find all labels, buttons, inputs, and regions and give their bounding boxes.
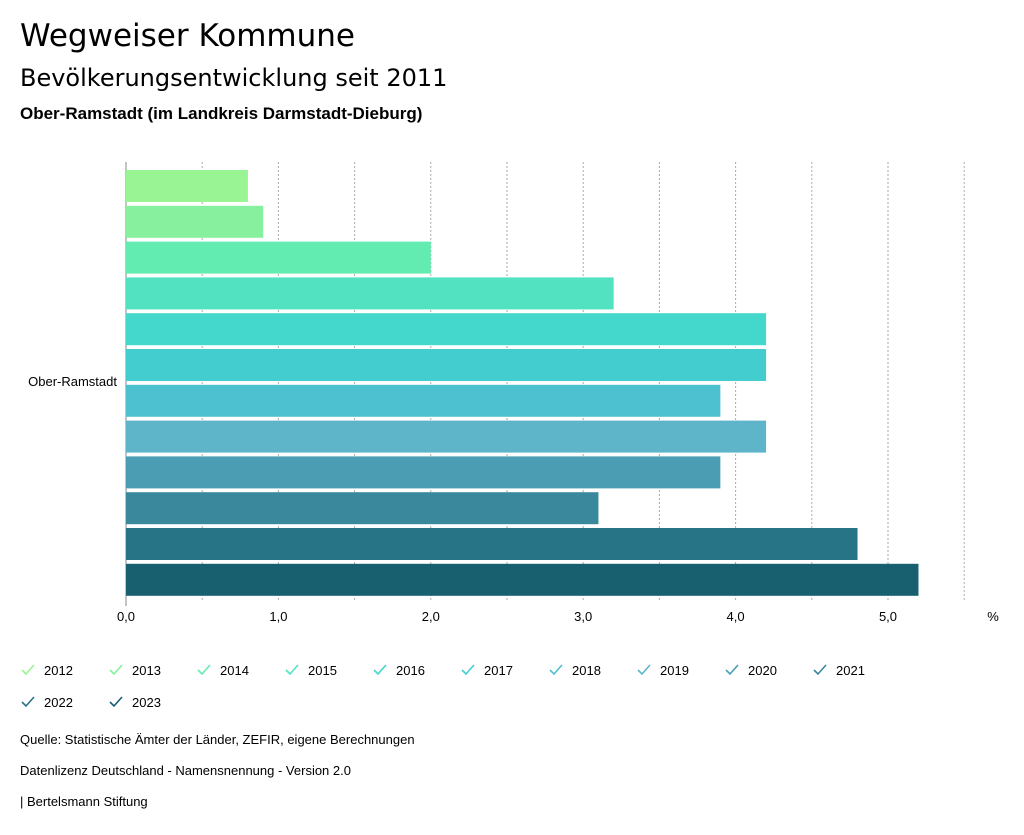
chart-title: Wegweiser Kommune (20, 18, 355, 54)
checkmark-icon (21, 664, 35, 676)
x-tick-label: 3,0 (574, 609, 592, 624)
checkmark-icon (21, 696, 35, 708)
bar-2020 (126, 456, 721, 489)
legend-label: 2023 (132, 694, 161, 710)
checkmark-icon (549, 664, 563, 676)
region-label: Ober-Ramstadt (im Landkreis Darmstadt-Di… (20, 104, 423, 123)
legend-item-2023[interactable]: 2023 (108, 690, 161, 714)
x-tick-label: 5,0 (879, 609, 897, 624)
bar-2023 (126, 563, 919, 596)
legend-item-2017[interactable]: 2017 (460, 658, 513, 682)
x-unit-label: % (987, 609, 999, 624)
legend-label: 2012 (44, 662, 73, 678)
bar-2022 (126, 528, 858, 560)
checkmark-icon (637, 664, 651, 676)
x-tick-label: 1,0 (269, 609, 287, 624)
legend-label: 2017 (484, 662, 513, 678)
license-note: Datenlizenz Deutschland - Namensnennung … (20, 763, 351, 778)
publisher-note: | Bertelsmann Stiftung (20, 794, 148, 809)
checkmark-icon (285, 664, 299, 676)
x-tick-label: 0,0 (117, 609, 135, 624)
legend-item-2013[interactable]: 2013 (108, 658, 161, 682)
bar-2015 (126, 277, 614, 310)
legend-item-2014[interactable]: 2014 (196, 658, 249, 682)
legend-item-2012[interactable]: 2012 (20, 658, 73, 682)
legend-label: 2013 (132, 662, 161, 678)
checkmark-icon (197, 664, 211, 676)
legend-item-2022[interactable]: 2022 (20, 690, 73, 714)
legend-item-2015[interactable]: 2015 (284, 658, 337, 682)
legend-label: 2015 (308, 662, 337, 678)
bar-2016 (126, 313, 767, 346)
checkmark-icon (813, 664, 827, 676)
legend-label: 2018 (572, 662, 601, 678)
bar-2021 (126, 492, 599, 525)
legend-label: 2014 (220, 662, 249, 678)
category-label: Ober-Ramstadt (28, 374, 117, 389)
legend-label: 2016 (396, 662, 425, 678)
legend-label: 2021 (836, 662, 865, 678)
checkmark-icon (725, 664, 739, 676)
checkmark-icon (461, 664, 475, 676)
legend-item-2021[interactable]: 2021 (812, 658, 865, 682)
legend-label: 2020 (748, 662, 777, 678)
bar-2012 (126, 170, 248, 202)
legend-item-2018[interactable]: 2018 (548, 658, 601, 682)
x-tick-label: 4,0 (727, 609, 745, 624)
bar-2019 (126, 420, 767, 453)
legend-label: 2022 (44, 694, 73, 710)
checkmark-icon (373, 664, 387, 676)
chart-subtitle: Bevölkerungsentwicklung seit 2011 (20, 64, 448, 92)
bar-2018 (126, 384, 721, 417)
bar-2014 (126, 241, 431, 274)
legend-label: 2019 (660, 662, 689, 678)
checkmark-icon (109, 696, 123, 708)
x-tick-label: 2,0 (422, 609, 440, 624)
bar-chart: Ober-Ramstadt 0,0 1,0 2,0 3,0 4,0 5,0% (28, 162, 999, 624)
bar-2017 (126, 349, 767, 381)
source-note: Quelle: Statistische Ämter der Länder, Z… (20, 732, 415, 747)
legend-item-2016[interactable]: 2016 (372, 658, 425, 682)
checkmark-icon (109, 664, 123, 676)
legend-item-2020[interactable]: 2020 (724, 658, 777, 682)
bar-2013 (126, 205, 264, 238)
legend-item-2019[interactable]: 2019 (636, 658, 689, 682)
